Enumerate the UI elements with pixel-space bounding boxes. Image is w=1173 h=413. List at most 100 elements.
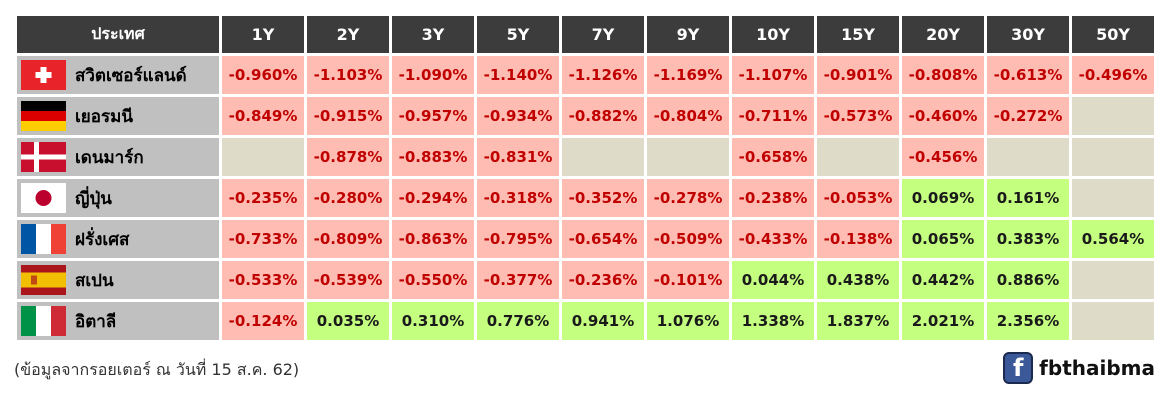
table-row: อิตาลี -0.124% 0.035% 0.310% 0.776% 0.941% 1.0… (17, 302, 1154, 340)
country-cell: เยอรมนี (17, 97, 219, 135)
table-row: ฝรั่งเศส -0.733% -0.809% -0.863% -0.795% -0.6… (17, 220, 1154, 258)
yield-cell: 1.837% (817, 302, 899, 340)
table-row: สเปน -0.533% -0.539% -0.550% -0.377% -0.236% -… (17, 261, 1154, 299)
yield-cell: 0.035% (307, 302, 389, 340)
country-name: อิตาลี (75, 311, 117, 332)
yield-cell: -0.496% (1072, 56, 1154, 94)
yield-cell: -0.456% (902, 138, 984, 176)
germany-flag (21, 101, 66, 131)
table-row: สวิตเซอร์แลนด์ -0.960% -1.103% -1.090% -1.14… (17, 56, 1154, 94)
yield-cell: -0.318% (477, 179, 559, 217)
yield-cell: -0.883% (392, 138, 474, 176)
tenor-header-5y: 5Y (477, 16, 559, 53)
yield-cell: -0.280% (307, 179, 389, 217)
yield-cell: -0.352% (562, 179, 644, 217)
yield-cell: -0.733% (222, 220, 304, 258)
empty-yield-cell (1072, 138, 1154, 176)
country-name: สเปน (75, 270, 114, 291)
empty-yield-cell (1072, 261, 1154, 299)
yield-cell: 0.383% (987, 220, 1069, 258)
empty-yield-cell (987, 138, 1069, 176)
spain-flag (21, 265, 66, 295)
table-row: เยอรมนี -0.849% -0.915% -0.957% -0.934% -0.88… (17, 97, 1154, 135)
country-cell: ญี่ปุ่น (17, 179, 219, 217)
yield-cell: -0.533% (222, 261, 304, 299)
table-row: ญี่ปุ่น -0.235% -0.280% -0.294% -0.318% -0.35… (17, 179, 1154, 217)
facebook-icon: f (1003, 352, 1034, 384)
empty-yield-cell (1072, 179, 1154, 217)
tenor-header-7y: 7Y (562, 16, 644, 53)
yield-cell: -0.294% (392, 179, 474, 217)
yield-cell: -0.882% (562, 97, 644, 135)
yield-cell: -0.138% (817, 220, 899, 258)
yield-cell: -0.934% (477, 97, 559, 135)
yield-cell: -0.236% (562, 261, 644, 299)
yield-cell: -0.238% (732, 179, 814, 217)
empty-yield-cell (1072, 302, 1154, 340)
yield-cell: 2.356% (987, 302, 1069, 340)
bond-yield-table: ประเทศ 1Y 2Y 3Y 5Y 7Y 9Y 10Y 15Y 20Y 30Y 50Y สวิตเ… (14, 13, 1157, 343)
tenor-header-3y: 3Y (392, 16, 474, 53)
yield-cell: 0.310% (392, 302, 474, 340)
country-column-header: ประเทศ (17, 16, 219, 53)
yield-cell: -0.804% (647, 97, 729, 135)
yield-cell: -0.278% (647, 179, 729, 217)
brand-name: fbthaibma (1039, 356, 1155, 380)
brand-badge: f fbthaibma (1003, 352, 1155, 384)
yield-cell: -0.573% (817, 97, 899, 135)
yield-cell: -0.101% (647, 261, 729, 299)
empty-yield-cell (647, 138, 729, 176)
yield-cell: -0.460% (902, 97, 984, 135)
country-cell: อิตาลี (17, 302, 219, 340)
yield-cell: -0.613% (987, 56, 1069, 94)
yield-cell: -0.878% (307, 138, 389, 176)
yield-cell: -0.272% (987, 97, 1069, 135)
yield-cell: 1.338% (732, 302, 814, 340)
tenor-header-10y: 10Y (732, 16, 814, 53)
yield-cell: -0.654% (562, 220, 644, 258)
yield-cell: -0.809% (307, 220, 389, 258)
tenor-header-1y: 1Y (222, 16, 304, 53)
country-cell: ฝรั่งเศส (17, 220, 219, 258)
yield-cell: 0.442% (902, 261, 984, 299)
japan-flag (21, 183, 66, 213)
yield-cell: -0.901% (817, 56, 899, 94)
yield-cell: -0.795% (477, 220, 559, 258)
yield-cell: -1.126% (562, 56, 644, 94)
yield-cell: -0.053% (817, 179, 899, 217)
yield-cell: 0.044% (732, 261, 814, 299)
yield-cell: -0.509% (647, 220, 729, 258)
country-cell: สวิตเซอร์แลนด์ (17, 56, 219, 94)
source-note: (ข้อมูลจากรอยเตอร์ ณ วันที่ 15 ส.ค. 62) (14, 360, 300, 379)
yield-cell: 1.076% (647, 302, 729, 340)
yield-cell: -0.863% (392, 220, 474, 258)
yield-cell: -0.711% (732, 97, 814, 135)
italy-flag (21, 306, 66, 336)
yield-cell: 0.776% (477, 302, 559, 340)
switzerland-flag (21, 60, 66, 90)
yield-cell: -1.103% (307, 56, 389, 94)
tenor-header-50y: 50Y (1072, 16, 1154, 53)
yield-cell: -0.831% (477, 138, 559, 176)
empty-yield-cell (562, 138, 644, 176)
france-flag (21, 224, 66, 254)
yield-cell: -0.377% (477, 261, 559, 299)
empty-yield-cell (817, 138, 899, 176)
denmark-flag (21, 142, 66, 172)
yield-cell: -0.550% (392, 261, 474, 299)
country-name: เดนมาร์ก (75, 147, 144, 168)
tenor-header-30y: 30Y (987, 16, 1069, 53)
yield-cell: -1.107% (732, 56, 814, 94)
tenor-header-15y: 15Y (817, 16, 899, 53)
yield-cell: -0.658% (732, 138, 814, 176)
empty-yield-cell (222, 138, 304, 176)
tenor-header-2y: 2Y (307, 16, 389, 53)
country-name: สวิตเซอร์แลนด์ (75, 65, 187, 86)
yield-cell: -0.808% (902, 56, 984, 94)
country-cell: เดนมาร์ก (17, 138, 219, 176)
yield-cell: 0.161% (987, 179, 1069, 217)
country-name: เยอรมนี (75, 106, 133, 127)
table-header-row: ประเทศ 1Y 2Y 3Y 5Y 7Y 9Y 10Y 15Y 20Y 30Y 50Y (17, 16, 1154, 53)
table-body: สวิตเซอร์แลนด์ -0.960% -1.103% -1.090% -1.14… (17, 56, 1154, 340)
tenor-header-20y: 20Y (902, 16, 984, 53)
